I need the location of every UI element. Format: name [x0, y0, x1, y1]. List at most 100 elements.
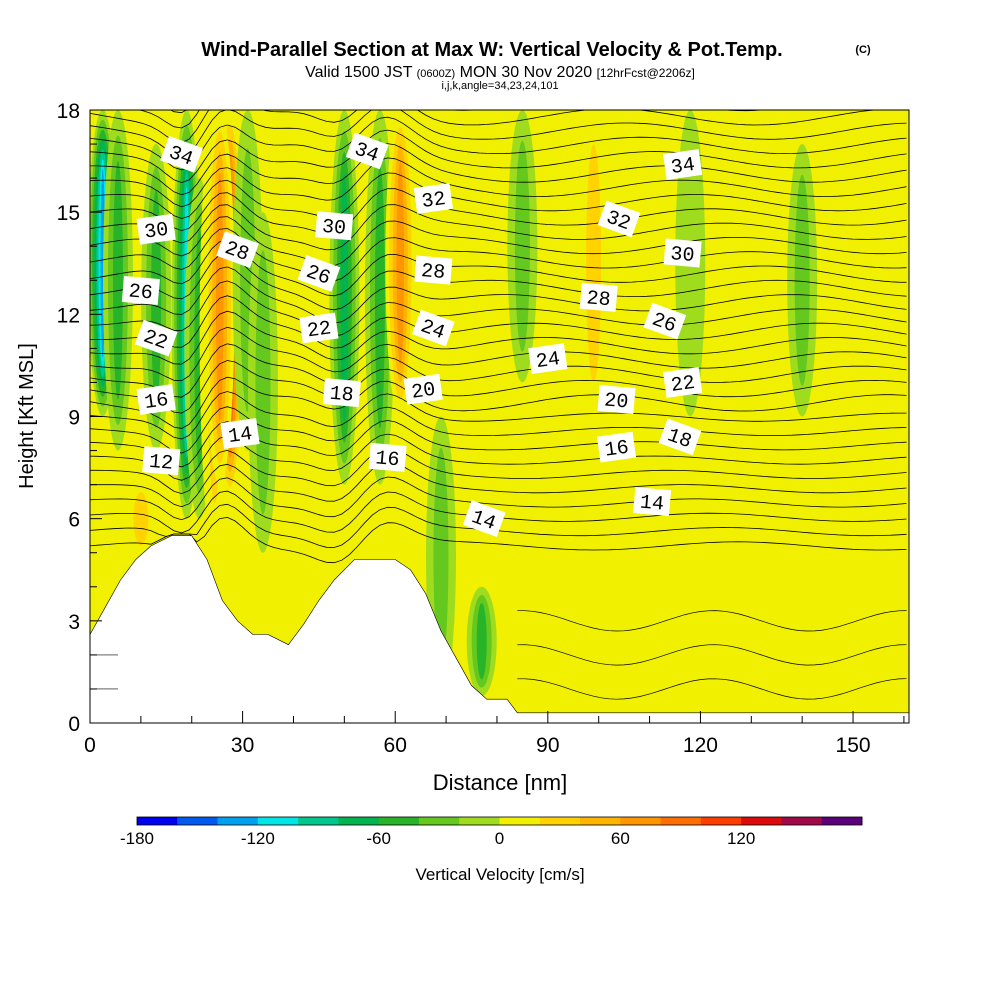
contour-label: 16: [596, 431, 637, 463]
isentrope: [90, 391, 907, 440]
contour-label-box: [136, 384, 176, 415]
x-tick-label: 60: [384, 734, 407, 757]
velocity-cell: [374, 166, 385, 429]
contour-label-text: 20: [410, 379, 437, 405]
isentrope: [90, 157, 907, 208]
subtitle-valid: Valid 1500 JST: [305, 64, 413, 81]
y-tick-label: 9: [68, 407, 80, 430]
contour-label-text: 20: [603, 389, 629, 414]
isentrope: [90, 343, 907, 398]
y-axis-label: Height [Kft MSL]: [16, 343, 38, 489]
colorbar-segment: [217, 817, 259, 825]
colorbar-segment: [298, 817, 339, 825]
x-tick-label: 0: [84, 734, 96, 757]
isentrope-lines: [90, 110, 907, 700]
velocity-cell: [433, 447, 449, 665]
contour-label-text: 18: [329, 383, 355, 408]
contour-label-box: [633, 487, 672, 517]
contour-label-box: [121, 275, 160, 306]
contour-label-box: [345, 132, 389, 170]
contour-label: 22: [299, 312, 339, 343]
contour-label-box: [368, 442, 407, 472]
colorbar-segment: [700, 817, 742, 825]
contour-label-box: [663, 238, 702, 268]
colorbar: -180 -120 -60 0 60 120: [120, 816, 863, 848]
x-tick-label: 120: [683, 734, 718, 757]
contour-label-box: [134, 319, 178, 357]
x-tick-label: 90: [536, 734, 559, 757]
chart-title: Wind-Parallel Section at Max W: Vertical…: [201, 39, 782, 61]
contour-label: 30: [136, 213, 176, 245]
colorbar-segment: [418, 817, 460, 825]
subtitle-utc: (0600Z): [417, 68, 456, 80]
isentrope: [90, 516, 907, 564]
isentrope: [90, 143, 907, 196]
velocity-cell: [112, 161, 123, 400]
contour-label-text: 16: [603, 437, 630, 463]
isentrope: [90, 228, 907, 282]
contour-label-box: [315, 211, 354, 241]
x-axis: 0 30 60 90 120 150: [84, 711, 905, 757]
isentrope: [90, 476, 907, 521]
contour-label-box: [662, 367, 703, 398]
contour-label-box: [142, 446, 181, 476]
contour-label: 28: [579, 282, 618, 312]
y-tick-label: 0: [68, 713, 80, 736]
contour-label: 30: [315, 211, 354, 241]
colorbar-frame: [136, 816, 863, 826]
isentrope: [517, 644, 907, 666]
contour-label: 14: [633, 487, 672, 517]
velocity-cell: [680, 518, 711, 713]
contour-label-box: [462, 500, 506, 538]
contour-label: 22: [662, 367, 703, 398]
contour-label: 14: [220, 418, 260, 449]
subtitle-forecast: [12hrFcst@2206z]: [597, 66, 695, 80]
grid-indices: i,j,k,angle=34,23,24,101: [441, 80, 558, 92]
contour-label-text: 22: [306, 317, 333, 343]
isentrope: [90, 116, 907, 171]
isentrope: [90, 376, 907, 429]
contour-label-box: [597, 384, 636, 414]
isentrope: [90, 406, 907, 454]
velocity-cell: [794, 174, 810, 386]
contour-label: 34: [662, 149, 703, 180]
contour-label: 32: [413, 183, 454, 214]
colorbar-segment: [660, 817, 702, 825]
contour-label-text: 28: [420, 260, 446, 285]
isentrope: [90, 110, 879, 144]
velocity-cell: [586, 144, 602, 383]
velocity-cell: [476, 603, 487, 680]
velocity-cell: [822, 518, 853, 713]
terrain-mask: [90, 535, 909, 723]
y-tick-label: 15: [57, 202, 80, 225]
contour-label-box: [413, 183, 454, 214]
contour-label: 28: [216, 231, 259, 269]
velocity-cell: [396, 161, 405, 365]
colorbar-tick-label: 120: [727, 829, 755, 848]
contour-label: 16: [368, 442, 407, 472]
contour-label-text: 30: [321, 216, 347, 241]
velocity-field: [90, 110, 853, 713]
isentrope: [90, 216, 907, 267]
contour-label: 26: [121, 275, 160, 306]
colorbar-label: Vertical Velocity [cm/s]: [415, 865, 584, 884]
chart-subtitle: Valid 1500 JST (0600Z) MON 30 Nov 2020 […: [305, 64, 695, 81]
contour-label-text: 16: [143, 389, 170, 415]
isentrope: [90, 326, 907, 382]
contour-label-box: [220, 418, 260, 449]
contour-label-box: [216, 231, 259, 269]
isentrope: [90, 461, 907, 508]
contour-label-text: 34: [669, 154, 696, 180]
contour-label-box: [643, 302, 687, 340]
colorbar-segment: [177, 817, 218, 825]
isentrope: [90, 360, 907, 414]
x-tick-label: 150: [836, 734, 871, 757]
colorbar-segment: [620, 817, 662, 825]
colorbar-segment: [741, 817, 782, 825]
contour-label: 16: [136, 384, 176, 415]
isentrope: [90, 129, 907, 184]
colorbar-segment: [338, 817, 380, 825]
contour-label: 18: [322, 378, 361, 408]
x-axis-label: Distance [nm]: [433, 770, 568, 795]
isentrope: [90, 280, 907, 337]
